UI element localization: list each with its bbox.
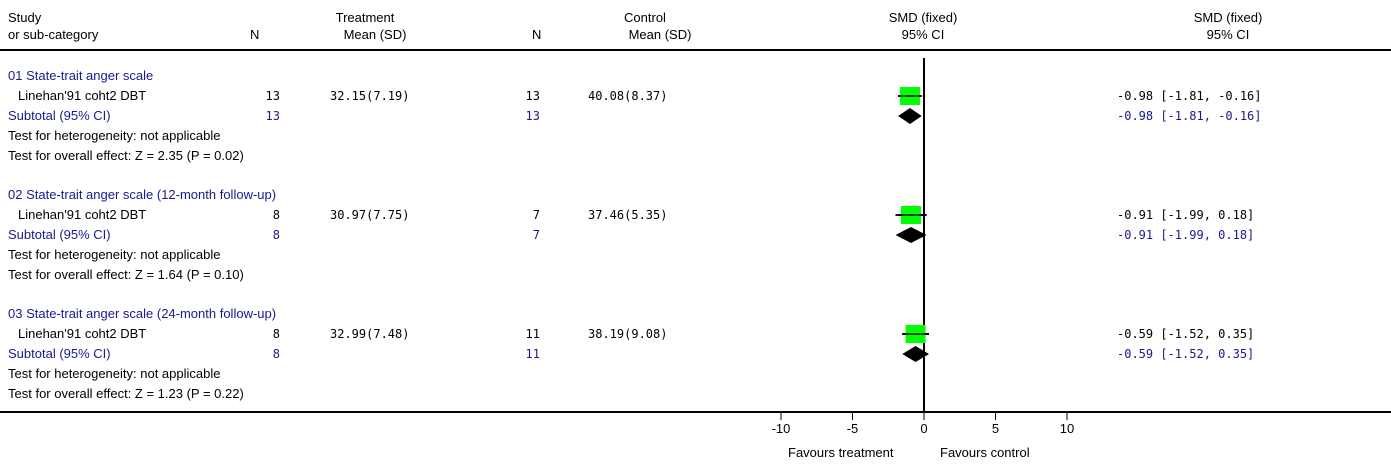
group-title: 02 State-trait anger scale (12-month fol… xyxy=(8,187,277,202)
header-smd-text-label: SMD (fixed) xyxy=(1193,10,1263,25)
overall-effect-test: Test for overall effect: Z = 1.64 (P = 0… xyxy=(8,267,244,282)
header-rule xyxy=(0,49,1391,51)
study-ci-text: -0.98 [-1.81, -0.16] xyxy=(1117,89,1262,103)
header-smd-plot-label: SMD (fixed) xyxy=(888,10,958,25)
control-n: 13 xyxy=(525,89,540,103)
heterogeneity-test: Test for heterogeneity: not applicable xyxy=(8,366,221,381)
study-ci-text: -0.59 [-1.52, 0.35] xyxy=(1117,327,1255,341)
x-axis-tick-label: 5 xyxy=(992,421,999,436)
subtotal-control-n: 11 xyxy=(525,347,540,361)
header-treatment-label: Treatment xyxy=(335,10,395,25)
control-mean-sd: 38.19(9.08) xyxy=(588,327,668,341)
header-control-n: N xyxy=(532,27,542,42)
treatment-n: 8 xyxy=(272,208,280,222)
x-axis-tick-label: -5 xyxy=(847,421,859,436)
subtotal-treatment-n: 8 xyxy=(272,228,280,242)
subtotal-ci-text: -0.91 [-1.99, 0.18] xyxy=(1117,228,1255,242)
control-mean-sd: 40.08(8.37) xyxy=(588,89,668,103)
group-title: 01 State-trait anger scale xyxy=(8,68,154,83)
subtotal-label: Subtotal (95% CI) xyxy=(8,346,111,361)
bottom-rule xyxy=(0,411,1391,413)
treatment-mean-sd: 30.97(7.75) xyxy=(330,208,410,222)
study-name: Linehan'91 coht2 DBT xyxy=(18,207,147,222)
x-axis-tick-label: 0 xyxy=(920,421,927,436)
header-control-mean: Mean (SD) xyxy=(628,27,692,42)
heterogeneity-test: Test for heterogeneity: not applicable xyxy=(8,247,221,262)
subtotal-ci-text: -0.98 [-1.81, -0.16] xyxy=(1117,109,1262,123)
control-n: 7 xyxy=(532,208,540,222)
header-treatment-n: N xyxy=(250,27,260,42)
subtotal-diamond xyxy=(902,346,930,362)
treatment-mean-sd: 32.15(7.19) xyxy=(330,89,410,103)
subtotal-diamond xyxy=(895,227,927,243)
header-smd-plot-ci: 95% CI xyxy=(901,27,945,42)
header-study-label: Study xyxy=(8,10,42,25)
subtotal-diamond xyxy=(898,108,922,124)
subtotal-label: Subtotal (95% CI) xyxy=(8,227,111,242)
study-name: Linehan'91 coht2 DBT xyxy=(18,326,147,341)
subtotal-treatment-n: 8 xyxy=(272,347,280,361)
study-name: Linehan'91 coht2 DBT xyxy=(18,88,147,103)
overall-effect-test: Test for overall effect: Z = 2.35 (P = 0… xyxy=(8,148,244,163)
heterogeneity-test: Test for heterogeneity: not applicable xyxy=(8,128,221,143)
header-smd-text-ci: 95% CI xyxy=(1206,27,1250,42)
x-axis-tick-label: 10 xyxy=(1060,421,1074,436)
header-study-sublabel: or sub-category xyxy=(8,27,99,42)
control-n: 11 xyxy=(525,327,540,341)
treatment-n: 8 xyxy=(272,327,280,341)
header-treatment-mean: Mean (SD) xyxy=(343,27,407,42)
overall-effect-test: Test for overall effect: Z = 1.23 (P = 0… xyxy=(8,386,244,401)
subtotal-control-n: 7 xyxy=(532,228,540,242)
treatment-mean-sd: 32.99(7.48) xyxy=(330,327,410,341)
subtotal-label: Subtotal (95% CI) xyxy=(8,108,111,123)
subtotal-control-n: 13 xyxy=(525,109,540,123)
favours-treatment-label: Favours treatment xyxy=(788,445,894,460)
x-axis-tick-label: -10 xyxy=(772,421,791,436)
study-ci-text: -0.91 [-1.99, 0.18] xyxy=(1117,208,1255,222)
favours-control-label: Favours control xyxy=(940,445,1030,460)
subtotal-ci-text: -0.59 [-1.52, 0.35] xyxy=(1117,347,1255,361)
subtotal-treatment-n: 13 xyxy=(265,109,280,123)
control-mean-sd: 37.46(5.35) xyxy=(588,208,668,222)
group-title: 03 State-trait anger scale (24-month fol… xyxy=(8,306,277,321)
header-control-label: Control xyxy=(624,10,666,25)
treatment-n: 13 xyxy=(265,89,280,103)
